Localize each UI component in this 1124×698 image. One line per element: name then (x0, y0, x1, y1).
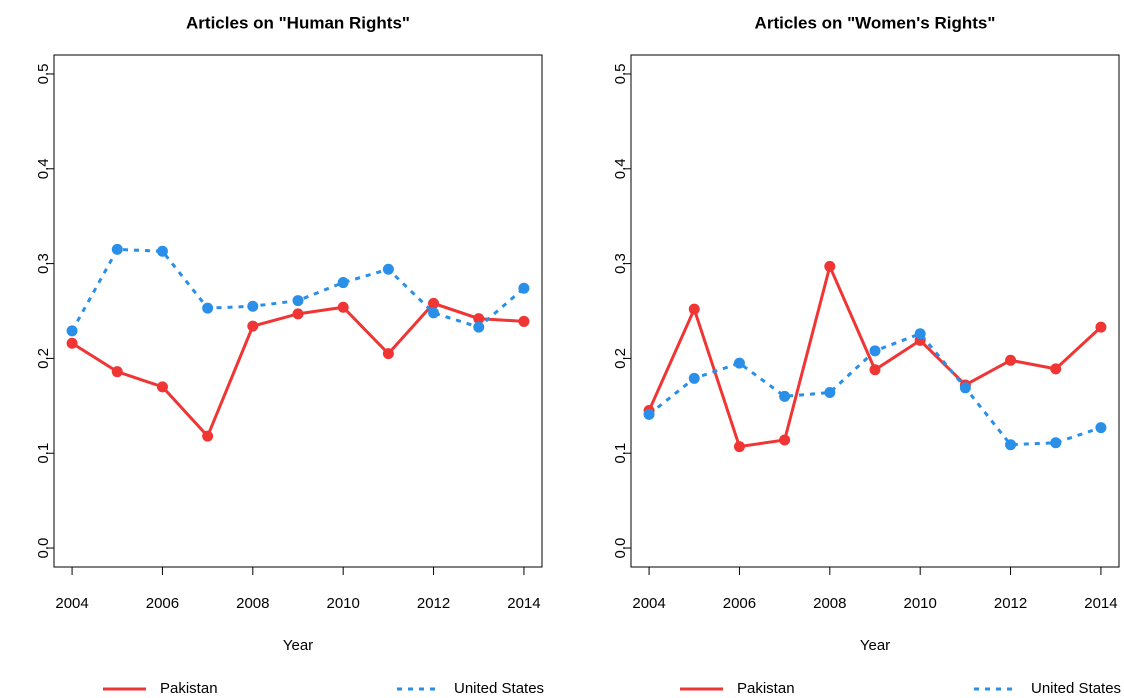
legend-label: Pakistan (160, 680, 218, 697)
y-tick-label: 0.5 (35, 64, 52, 85)
series-point (66, 337, 78, 349)
x-tick-label: 2010 (326, 595, 359, 612)
x-tick-label: 2010 (903, 595, 936, 612)
series-point (428, 297, 440, 309)
series-point (202, 302, 214, 314)
y-tick-label: 0.3 (35, 253, 52, 274)
x-tick-label: 2006 (723, 595, 756, 612)
series-point (382, 348, 394, 360)
legend-label: United States (454, 680, 544, 697)
x-tick-label: 2008 (813, 595, 846, 612)
chart: Articles on "Women's Rights" 2004 2006 2008… (612, 13, 1121, 696)
series-point (824, 260, 836, 272)
plot-frame (630, 54, 1120, 568)
series-point (382, 263, 394, 275)
series-point (824, 387, 836, 399)
y-tick-label: 0.2 (612, 348, 629, 369)
series-point (473, 313, 485, 325)
y-tick-label: 0.0 (35, 538, 52, 559)
series-point (247, 320, 259, 332)
chart-title: Articles on "Human Rights" (186, 13, 410, 32)
series-line (647, 261, 1102, 449)
x-axis-label: Year (283, 637, 313, 654)
series-point (914, 328, 926, 340)
y-tick-label: 0.5 (612, 64, 629, 85)
x-tick-label: 2004 (55, 595, 88, 612)
series-line (71, 301, 525, 439)
x-tick-label: 2012 (417, 595, 450, 612)
series-point (733, 357, 745, 369)
series-point (688, 303, 700, 315)
series-point (518, 315, 530, 327)
series-point (1005, 439, 1017, 451)
series-point (688, 372, 700, 384)
x-tick-label: 2012 (994, 595, 1027, 612)
series-point (66, 325, 78, 337)
legend-label: United States (1031, 680, 1121, 697)
series-point (1050, 437, 1062, 449)
series-point (1095, 422, 1107, 434)
legend-label: Pakistan (737, 680, 795, 697)
series-point (959, 382, 971, 394)
chart: Articles on "Human Rights" 2004 2006 2008 20… (35, 13, 544, 696)
y-tick-label: 0.4 (612, 158, 629, 179)
y-tick-label: 0.4 (35, 158, 52, 179)
series-point (156, 381, 168, 393)
series-point (779, 390, 791, 402)
y-tick-label: 0.3 (612, 253, 629, 274)
series-point (292, 308, 304, 320)
series-point (643, 408, 655, 420)
series-point (292, 295, 304, 307)
series-point (337, 277, 349, 289)
y-tick-label: 0.1 (612, 443, 629, 464)
x-tick-label: 2008 (236, 595, 269, 612)
series-point (779, 434, 791, 446)
series-point (247, 300, 259, 312)
series-point (869, 345, 881, 357)
series-point (156, 245, 168, 257)
plot-frame (53, 54, 543, 568)
series-point (1005, 354, 1017, 366)
x-tick-label: 2006 (146, 595, 179, 612)
chart-title: Articles on "Women's Rights" (755, 13, 996, 32)
y-tick-label: 0.2 (35, 348, 52, 369)
x-tick-label: 2014 (507, 595, 540, 612)
x-axis-label: Year (860, 637, 890, 654)
series-point (1095, 321, 1107, 333)
series-point (202, 430, 214, 442)
series-point (869, 364, 881, 376)
x-tick-label: 2014 (1084, 595, 1117, 612)
series-point (473, 321, 485, 333)
y-tick-label: 0.0 (612, 538, 629, 559)
series-point (337, 301, 349, 313)
series-point (518, 282, 530, 294)
series-point (111, 366, 123, 378)
series-point (1050, 363, 1062, 375)
x-tick-label: 2004 (632, 595, 665, 612)
y-tick-label: 0.1 (35, 443, 52, 464)
series-point (733, 441, 745, 453)
series-point (111, 243, 123, 255)
series-point (428, 307, 440, 319)
